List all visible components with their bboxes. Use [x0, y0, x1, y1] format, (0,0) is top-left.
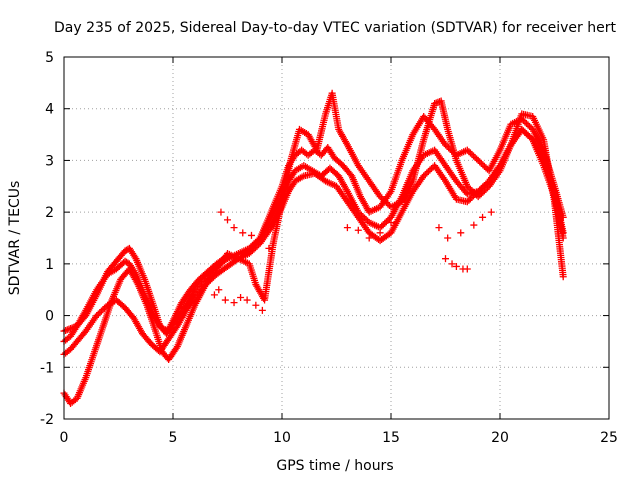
- y-tick-label: 2: [45, 205, 54, 221]
- data-point: [444, 234, 452, 242]
- y-tick-label: 0: [45, 309, 54, 325]
- y-tick-label: 1: [45, 257, 54, 273]
- data-point: [247, 231, 255, 239]
- data-point: [217, 208, 225, 216]
- data-point: [462, 188, 470, 196]
- data-point: [559, 273, 567, 281]
- data-point: [343, 224, 351, 232]
- ticks-layer: 0 5 10 15 20 25 -2 -1 0 1 2 3 4 5: [40, 50, 618, 446]
- series-track-4: [60, 89, 567, 407]
- data-point: [559, 229, 567, 237]
- data-point: [230, 224, 238, 232]
- data-point: [365, 234, 373, 242]
- data-point: [448, 260, 456, 268]
- x-tick-label: 20: [491, 430, 509, 446]
- data-point: [442, 255, 449, 263]
- data-point: [221, 296, 229, 304]
- data-point: [387, 218, 395, 226]
- data-point: [376, 229, 384, 237]
- series-fragments: [210, 208, 495, 314]
- data-point: [215, 286, 223, 294]
- y-axis-label: SDTVAR / TECUs: [7, 181, 23, 296]
- points-layer: [60, 89, 567, 407]
- data-point: [237, 293, 245, 301]
- y-tick-label: -2: [40, 412, 54, 428]
- chart-title: Day 235 of 2025, Sidereal Day-to-day VTE…: [54, 20, 616, 36]
- x-tick-label: 10: [273, 430, 291, 446]
- data-point: [243, 296, 251, 304]
- x-tick-label: 0: [60, 430, 69, 446]
- y-tick-label: 5: [45, 50, 54, 66]
- data-point: [479, 213, 487, 221]
- data-point: [452, 262, 460, 270]
- plot-frame: [63, 56, 610, 420]
- data-point: [256, 237, 264, 245]
- data-point: [210, 291, 218, 299]
- x-tick-label: 15: [382, 430, 400, 446]
- data-point: [354, 226, 362, 234]
- data-point: [470, 221, 478, 229]
- y-tick-label: 4: [45, 102, 54, 118]
- x-tick-label: 25: [600, 430, 618, 446]
- y-tick-label: -1: [40, 360, 54, 376]
- x-axis-label: GPS time / hours: [276, 458, 393, 474]
- data-point: [487, 208, 495, 216]
- data-point: [239, 229, 247, 237]
- data-point: [252, 301, 260, 309]
- x-tick-label: 5: [169, 430, 178, 446]
- data-point: [463, 265, 471, 273]
- data-point: [265, 244, 273, 252]
- data-point: [435, 224, 443, 232]
- y-tick-label: 3: [45, 153, 54, 169]
- data-point: [224, 216, 231, 224]
- data-point: [457, 229, 465, 237]
- data-point: [230, 299, 238, 307]
- data-point: [258, 306, 266, 314]
